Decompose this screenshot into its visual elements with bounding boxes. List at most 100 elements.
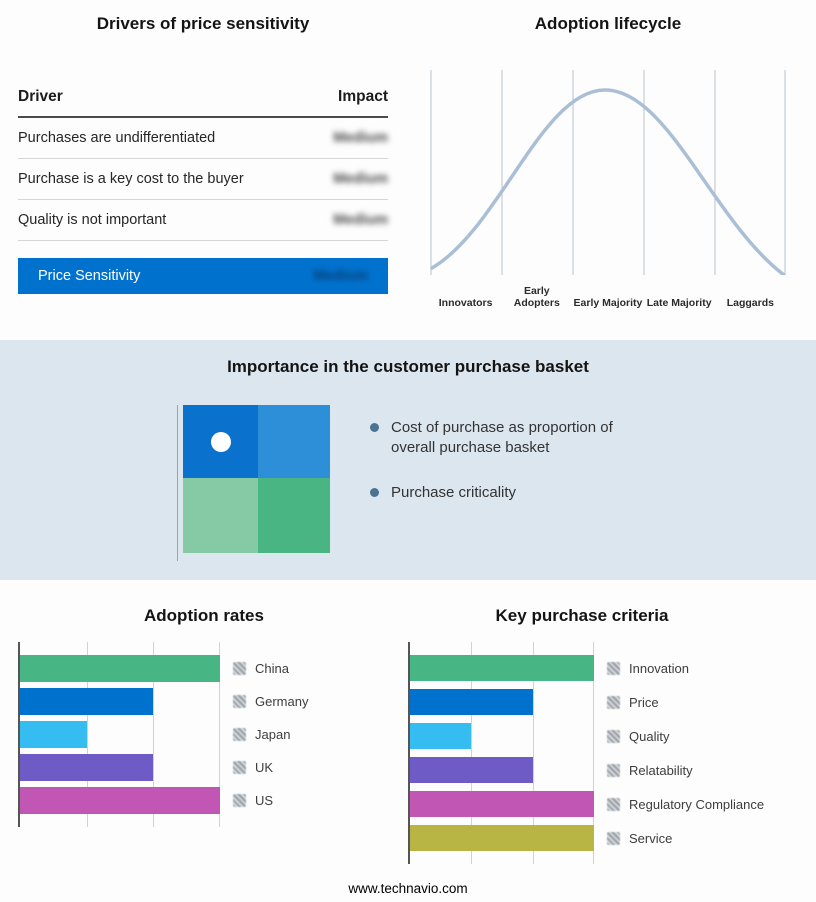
stage-label-laggards: Laggards <box>726 296 774 309</box>
gridline <box>593 642 594 864</box>
drivers-panel: Drivers of price sensitivity Driver Impa… <box>18 14 388 294</box>
purchase-basket-quadrant <box>177 405 330 561</box>
legend-swatch-icon <box>233 662 246 675</box>
bar-japan <box>20 721 87 748</box>
legend-label: Price <box>629 694 659 710</box>
bullet-item: Purchase criticality <box>370 483 642 503</box>
lifecycle-stage-labels: Innovators Early Adopters Early Majority… <box>430 282 786 309</box>
legend-label: UK <box>255 760 274 775</box>
legend-swatch-icon <box>607 831 620 845</box>
gridline <box>219 642 220 827</box>
bullet-item: Cost of purchase as proportion of overal… <box>370 418 642 459</box>
bullet-text: Cost of purchase as proportion of overal… <box>391 419 613 457</box>
legend-label: Relatability <box>629 762 693 778</box>
gridline <box>471 642 473 864</box>
legend-label: Japan <box>255 727 291 742</box>
bullet-text: Purchase criticality <box>391 483 517 501</box>
bar-regulatory-compliance <box>410 791 594 817</box>
legend-label: Service <box>629 830 673 846</box>
driver-row: Purchases are undifferentiated Medium <box>18 118 388 159</box>
legend-swatch-icon <box>607 661 620 675</box>
driver-label: Purchases are undifferentiated <box>18 130 216 146</box>
legend-item: Regulatory Compliance <box>607 791 764 817</box>
drivers-title: Drivers of price sensitivity <box>96 14 310 33</box>
bar-service <box>410 825 594 851</box>
column-header-driver: Driver <box>18 88 63 105</box>
legend-label: Germany <box>255 694 309 709</box>
legend-item: Innovation <box>607 655 764 681</box>
lifecycle-panel: Adoption lifecycle Innovators Earl <box>430 14 786 309</box>
driver-label: Quality is not important <box>18 212 167 228</box>
legend-label: US <box>255 793 274 808</box>
bar-uk <box>20 754 154 781</box>
legend-swatch-icon <box>607 695 620 709</box>
key-purchase-criteria-chart: Key purchase criteria I <box>408 606 786 864</box>
legend-item: Japan <box>233 721 308 748</box>
gridline <box>532 642 534 864</box>
driver-impact-value: Medium <box>333 171 388 187</box>
position-marker-dot <box>211 432 231 452</box>
bullet-icon <box>370 487 379 497</box>
legend-item: Germany <box>233 688 308 715</box>
legend-swatch-icon <box>607 797 620 811</box>
legend-item: Service <box>607 825 764 851</box>
gridline <box>153 642 155 827</box>
bell-curve-path <box>430 88 786 277</box>
basket-title: Importance in the customer purchase bask… <box>227 357 589 376</box>
adoption-rates-chart: Adoption rates China Germa <box>18 606 390 827</box>
bar-relatability <box>410 757 533 783</box>
stage-label-innovators: Innovators <box>438 296 493 309</box>
legend-swatch-icon <box>607 763 620 777</box>
basket-bullet-list: Cost of purchase as proportion of overal… <box>370 418 642 503</box>
adoption-rates-title: Adoption rates <box>144 606 264 625</box>
legend-label: China <box>255 661 289 676</box>
gridline <box>86 642 88 827</box>
bar-china <box>20 655 220 682</box>
price-sensitivity-label: Price Sensitivity <box>38 268 141 284</box>
column-header-impact: Impact <box>338 88 388 105</box>
legend-swatch-icon <box>233 761 246 774</box>
legend-item: China <box>233 655 308 682</box>
bullet-icon <box>370 423 379 432</box>
curve-gridlines <box>430 70 786 275</box>
bar-innovation <box>410 655 594 681</box>
stage-label-early-majority: Early Majority <box>573 296 643 309</box>
legend-swatch-icon <box>233 695 246 708</box>
quadrant-top-right <box>258 405 330 478</box>
footer-url: www.technavio.com <box>348 881 468 896</box>
driver-row: Purchase is a key cost to the buyer Medi… <box>18 159 388 200</box>
legend-item: UK <box>233 754 308 781</box>
key-purchase-criteria-plot <box>408 642 594 864</box>
adoption-rates-legend: China Germany Japan UK US <box>233 642 308 827</box>
legend-swatch-icon <box>233 794 246 807</box>
bar-quality <box>410 723 472 749</box>
driver-impact-value: Medium <box>333 212 388 228</box>
driver-impact-value: Medium <box>333 130 388 146</box>
bell-curve-svg <box>430 70 786 277</box>
legend-item: Price <box>607 689 764 715</box>
legend-item: Relatability <box>607 757 764 783</box>
driver-row: Quality is not important Medium <box>18 200 388 241</box>
lifecycle-title: Adoption lifecycle <box>534 14 682 33</box>
quadrant-bottom-right <box>258 478 330 553</box>
bar-germany <box>20 688 154 715</box>
legend-item: US <box>233 787 308 814</box>
price-sensitivity-value: Medium <box>313 268 368 284</box>
driver-label: Purchase is a key cost to the buyer <box>18 171 244 187</box>
stage-label-late-majority: Late Majority <box>646 296 712 309</box>
top-section: Drivers of price sensitivity Driver Impa… <box>0 0 816 340</box>
legend-item: Quality <box>607 723 764 749</box>
quadrant-bottom-left <box>183 478 258 553</box>
adoption-curve-chart <box>430 70 786 280</box>
bar-price <box>410 689 533 715</box>
legend-label: Innovation <box>629 660 689 676</box>
legend-label: Quality <box>629 728 670 744</box>
bottom-section: Adoption rates China Germa <box>0 580 816 880</box>
price-sensitivity-summary-bar: Price Sensitivity Medium <box>18 258 388 294</box>
legend-label: Regulatory Compliance <box>629 796 765 812</box>
stage-label-early-adopters: Early Adopters <box>513 284 560 309</box>
bar-us <box>20 787 220 814</box>
key-purchase-criteria-legend: Innovation Price Quality Relatability Re… <box>607 642 764 864</box>
drivers-table-header: Driver Impact <box>18 88 388 118</box>
